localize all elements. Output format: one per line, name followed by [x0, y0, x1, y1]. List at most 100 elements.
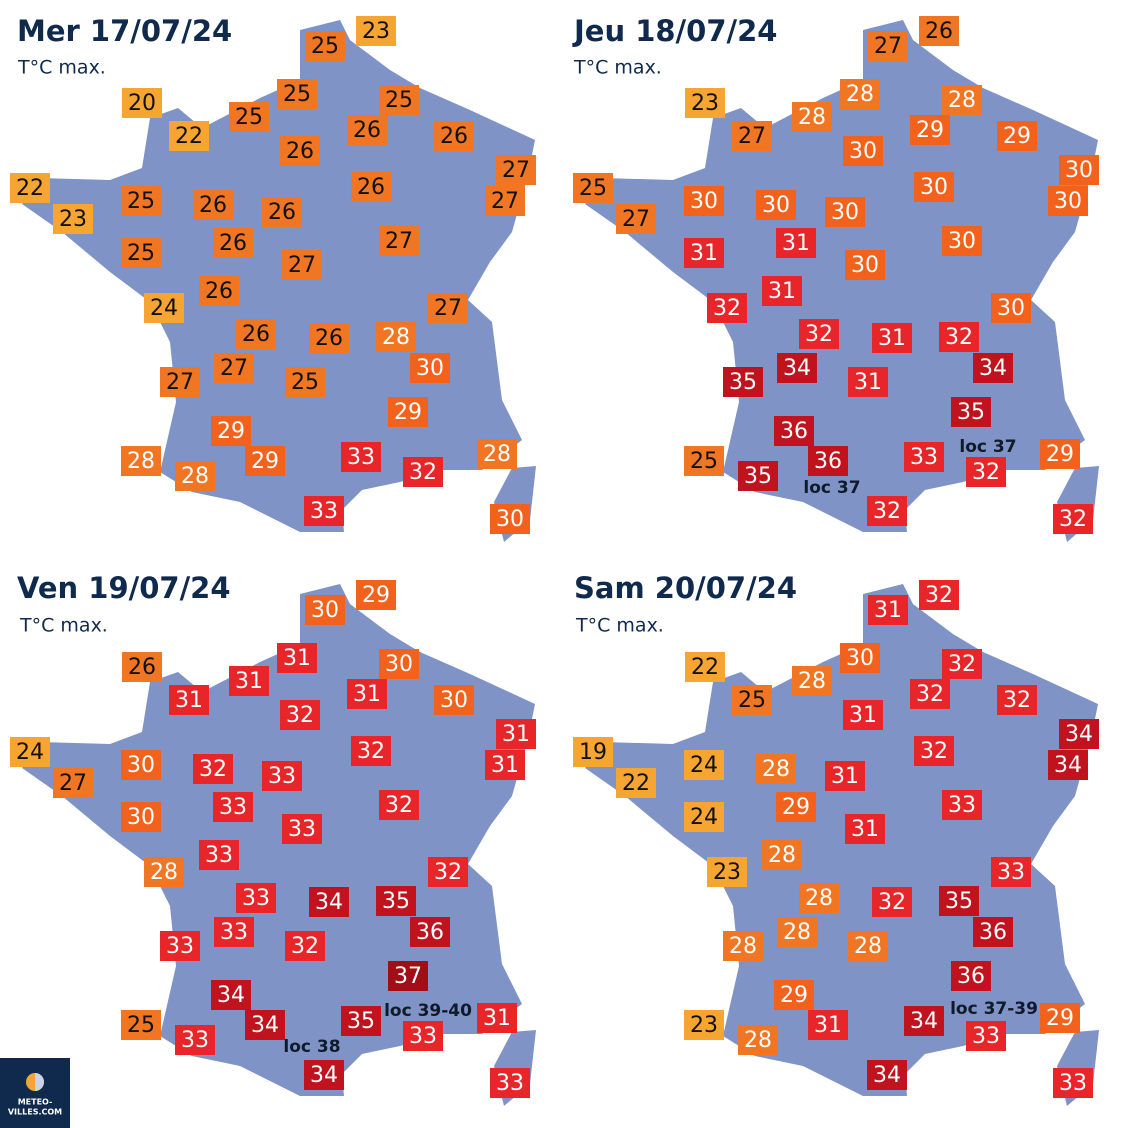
temperature-box: [808, 1010, 848, 1040]
temperature-box: [825, 761, 865, 791]
temperature-label: 27: [288, 253, 316, 278]
temperature-label: 27: [622, 207, 650, 232]
temperature-box: [199, 276, 239, 306]
temperature-box: [245, 1010, 285, 1040]
temperature-box: [434, 685, 474, 715]
temperature-label: 32: [972, 460, 1000, 485]
temperature-box: [867, 1060, 907, 1090]
temperature-label: 31: [768, 279, 796, 304]
temperature-label: 30: [440, 688, 468, 713]
temperature-label: 28: [729, 934, 757, 959]
temperature-box: [777, 917, 817, 947]
logo-text: VILLES.COM: [8, 1108, 62, 1117]
temperature-box: [684, 750, 724, 780]
temperature-box: [919, 16, 959, 46]
temperature-box: [684, 1010, 724, 1040]
panel-title: Sam 20/07/24: [574, 571, 797, 605]
temperature-box: [616, 204, 656, 234]
temperature-label: 32: [713, 296, 741, 321]
temperature-label: 31: [831, 764, 859, 789]
temperature-box: [792, 666, 832, 696]
temperature-label: 30: [127, 805, 155, 830]
temperature-label: 35: [347, 1009, 375, 1034]
temperature-label: 30: [851, 253, 879, 278]
local-note: loc 37: [959, 437, 1016, 457]
temperature-label: 33: [310, 499, 338, 524]
temperature-label: 35: [729, 370, 757, 395]
temperature-box: [175, 1025, 215, 1055]
temperature-box: [10, 173, 50, 203]
temperature-label: 29: [780, 983, 808, 1008]
temperature-label: 25: [127, 1013, 155, 1038]
temperature-box: [477, 1003, 517, 1033]
temperature-box: [490, 1068, 530, 1098]
temperature-box: [285, 931, 325, 961]
temperature-label: 32: [920, 739, 948, 764]
temperature-label: 30: [127, 753, 155, 778]
temperature-label: 28: [382, 325, 410, 350]
temperature-box: [840, 79, 880, 109]
temperature-label: 26: [128, 655, 156, 680]
temperature-box: [376, 886, 416, 916]
temperature-box: [379, 85, 419, 115]
temperature-label: 32: [805, 322, 833, 347]
temperature-label: 34: [1065, 722, 1093, 747]
panel-subtitle: T°C max.: [17, 57, 106, 79]
temperature-label: 26: [219, 231, 247, 256]
temperature-label: 30: [1065, 158, 1093, 183]
local-note: loc 38: [283, 1037, 340, 1057]
temperature-label: 32: [878, 890, 906, 915]
temperature-box: [309, 323, 349, 353]
temperature-label: 31: [502, 722, 530, 747]
temperature-box: [236, 883, 276, 913]
temperature-label: 32: [1003, 688, 1031, 713]
temperature-box: [309, 887, 349, 917]
temperature-label: 31: [483, 1006, 511, 1031]
temperature-label: 22: [16, 176, 44, 201]
temperature-box: [1040, 439, 1080, 469]
temperature-label: 32: [948, 652, 976, 677]
temperature-label: 26: [357, 175, 385, 200]
temperature-label: 28: [150, 860, 178, 885]
temperature-label: 30: [416, 356, 444, 381]
temperature-label: 29: [1046, 442, 1074, 467]
temperature-box: [684, 238, 724, 268]
temperature-box: [277, 643, 317, 673]
temperature-box: [843, 700, 883, 730]
temperature-box: [919, 580, 959, 610]
temperature-label: 22: [691, 655, 719, 680]
temperature-box: [799, 319, 839, 349]
temperature-label: 20: [128, 91, 156, 116]
temperature-label: 27: [434, 296, 462, 321]
temperature-box: [942, 85, 982, 115]
temperature-box: [211, 980, 251, 1010]
temperature-label: 30: [920, 175, 948, 200]
temperature-label: 28: [805, 886, 833, 911]
temperature-box: [121, 802, 161, 832]
temperature-box: [910, 115, 950, 145]
temperature-label: 26: [242, 322, 270, 347]
temperature-box: [991, 293, 1031, 323]
temperature-box: [616, 768, 656, 798]
temperature-label: 30: [762, 193, 790, 218]
temperature-box: [379, 790, 419, 820]
temperature-label: 33: [997, 860, 1025, 885]
temperature-box: [904, 442, 944, 472]
temperature-label: 34: [217, 983, 245, 1008]
temperature-box: [403, 457, 443, 487]
temperature-label: 36: [957, 964, 985, 989]
temperature-label: 26: [440, 124, 468, 149]
temperature-label: 29: [217, 419, 245, 444]
temperature-label: 27: [502, 158, 530, 183]
temperature-box: [122, 88, 162, 118]
temperature-box: [776, 228, 816, 258]
temperature-label: 31: [851, 817, 879, 842]
temperature-label: 28: [762, 757, 790, 782]
temperature-label: 27: [59, 771, 87, 796]
temperature-label: 32: [945, 325, 973, 350]
temperature-label: 28: [854, 934, 882, 959]
temperature-box: [939, 322, 979, 352]
temperature-box: [1059, 155, 1099, 185]
